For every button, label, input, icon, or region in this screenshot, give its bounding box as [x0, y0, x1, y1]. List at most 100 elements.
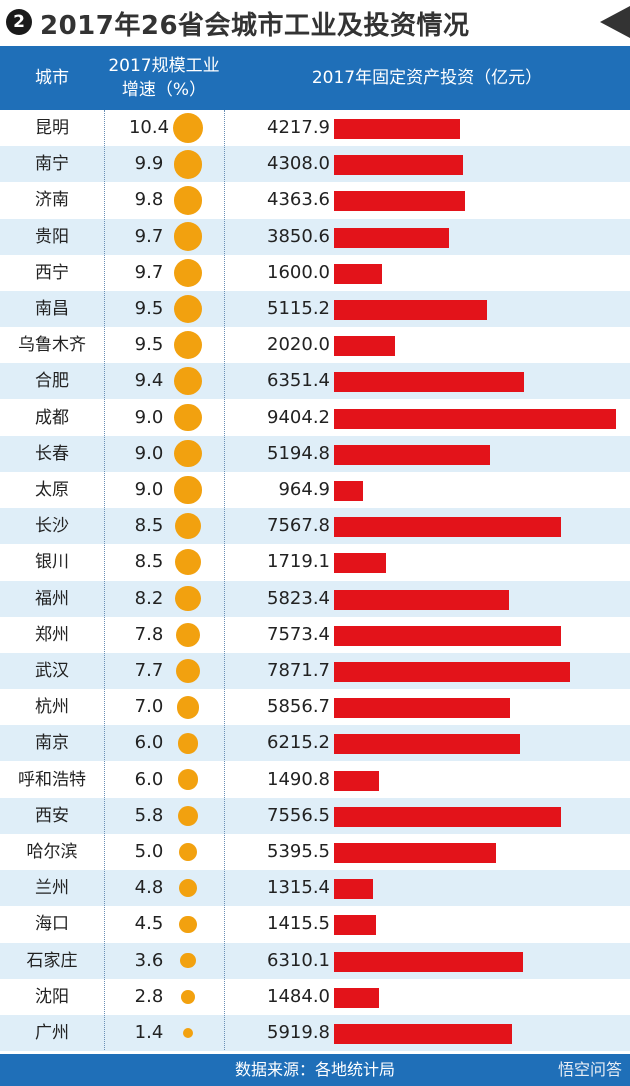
- header-growth: 2017规模工业增速（%）: [108, 56, 220, 100]
- growth-dot: [175, 622, 201, 648]
- city-label: 西宁: [35, 262, 69, 283]
- city-label: 合肥: [35, 371, 69, 392]
- city-label: 南昌: [35, 299, 69, 319]
- city-label: 哈尔滨: [26, 842, 78, 862]
- table-row: 兰州 4.8 1315.4: [0, 870, 630, 907]
- growth-dot: [173, 149, 203, 179]
- table-row: 海口 4.5 1415.5: [0, 906, 630, 942]
- growth-value: 5.0: [134, 841, 164, 862]
- growth-value: 9.7: [134, 225, 164, 247]
- invest-value: 4363.6: [267, 189, 330, 211]
- invest-bar: [334, 951, 524, 972]
- invest-value: 5194.8: [267, 442, 330, 464]
- title-bar: 2 2017年26省会城市工业及投资情况: [0, 0, 630, 44]
- invest-bar: [334, 553, 386, 574]
- table-row: 石家庄 3.6 6310.1: [0, 942, 630, 979]
- invest-value: 1315.4: [267, 877, 330, 899]
- city-label: 贵阳: [35, 226, 69, 247]
- city-label: 成都: [35, 407, 69, 428]
- growth-dot: [173, 331, 203, 360]
- invest-bar: [334, 263, 382, 284]
- growth-value: 5.8: [134, 804, 164, 826]
- growth-dot: [175, 585, 201, 612]
- growth-value: 6.0: [134, 768, 164, 790]
- growth-value: 9.4: [134, 370, 164, 392]
- invest-bar: [334, 698, 510, 719]
- growth-dot: [177, 769, 199, 790]
- growth-value: 9.9: [134, 153, 164, 175]
- growth-dot: [176, 695, 200, 719]
- growth-value: 6.0: [134, 732, 164, 754]
- invest-value: 5823.4: [267, 587, 330, 609]
- invest-value: 4217.9: [267, 117, 330, 138]
- invest-bar: [334, 336, 395, 357]
- growth-value: 2.8: [134, 985, 164, 1007]
- growth-value: 9.0: [134, 442, 164, 464]
- title-badge: 2: [6, 9, 32, 35]
- invest-value: 7567.8: [267, 515, 330, 537]
- invest-bar: [334, 806, 561, 827]
- invest-bar: [334, 1024, 512, 1044]
- table-row: 广州 1.4 5919.8: [0, 1015, 630, 1051]
- invest-bar: [334, 408, 616, 429]
- city-label: 武汉: [35, 661, 69, 681]
- growth-value: 4.8: [134, 877, 164, 899]
- growth-dot: [173, 294, 203, 324]
- invest-value: 2020.0: [267, 334, 330, 356]
- header-invest: 2017年固定资产投资（亿元）: [311, 68, 543, 88]
- invest-bar: [334, 119, 461, 139]
- growth-dot: [182, 1027, 194, 1039]
- growth-value: 9.0: [134, 406, 164, 428]
- growth-dot: [175, 549, 201, 576]
- growth-dot: [173, 113, 203, 143]
- table-row: 贵阳 9.7 3850.6: [0, 218, 630, 255]
- city-label: 福州: [35, 588, 69, 609]
- growth-dot: [173, 258, 203, 288]
- invest-bar: [334, 734, 521, 755]
- invest-value: 5115.2: [267, 298, 330, 319]
- column-divider: [224, 110, 226, 1050]
- table-row: 福州 8.2 5823.4: [0, 580, 630, 617]
- city-label: 西安: [35, 805, 69, 826]
- growth-dot: [174, 367, 202, 396]
- table-row: 太原 9.0 964.9: [0, 472, 630, 508]
- invest-value: 6351.4: [267, 370, 330, 392]
- table-row: 长春 9.0 5194.8: [0, 435, 630, 472]
- data-table: 昆明 10.4 4217.9 南宁 9.9 4308.0 济南 9.8 4363.6 贵阳 9.7 3…: [0, 110, 630, 1052]
- city-label: 杭州: [35, 697, 69, 718]
- table-row: 乌鲁木齐 9.5 2020.0: [0, 327, 630, 363]
- growth-value: 8.2: [134, 587, 164, 609]
- city-label: 兰州: [35, 878, 69, 899]
- city-label: 南宁: [35, 154, 69, 175]
- growth-dot: [173, 222, 203, 251]
- table-header: 城市 2017规模工业增速（%） 2017年固定资产投资（亿元）: [0, 46, 630, 110]
- growth-dot: [175, 658, 201, 684]
- growth-dot: [179, 915, 197, 934]
- table-row: 沈阳 2.8 1484.0: [0, 979, 630, 1015]
- invest-value: 1490.8: [267, 768, 330, 790]
- growth-value: 9.7: [134, 261, 164, 283]
- growth-value: 9.0: [134, 479, 164, 500]
- city-label: 银川: [35, 552, 69, 573]
- table-row: 呼和浩特 6.0 1490.8: [0, 762, 630, 798]
- growth-value: 8.5: [134, 551, 164, 573]
- header-city: 城市: [35, 68, 69, 88]
- growth-value: 9.8: [134, 189, 164, 211]
- growth-dot: [174, 404, 202, 432]
- growth-dot: [177, 733, 199, 754]
- city-label: 太原: [35, 480, 69, 500]
- invest-value: 3850.6: [267, 225, 330, 247]
- table-row: 武汉 7.7 7871.7: [0, 653, 630, 689]
- title-arrow-icon: [600, 6, 630, 38]
- table-row: 昆明 10.4 4217.9: [0, 110, 630, 146]
- city-label: 呼和浩特: [18, 769, 86, 790]
- table-row: 成都 9.0 9404.2: [0, 400, 630, 436]
- invest-bar: [334, 227, 450, 248]
- city-label: 乌鲁木齐: [18, 335, 86, 356]
- invest-bar: [334, 770, 379, 791]
- table-row: 哈尔滨 5.0 5395.5: [0, 834, 630, 870]
- table-row: 西宁 9.7 1600.0: [0, 255, 630, 291]
- invest-bar: [334, 517, 561, 538]
- growth-dot: [180, 952, 196, 969]
- growth-dot: [173, 186, 203, 215]
